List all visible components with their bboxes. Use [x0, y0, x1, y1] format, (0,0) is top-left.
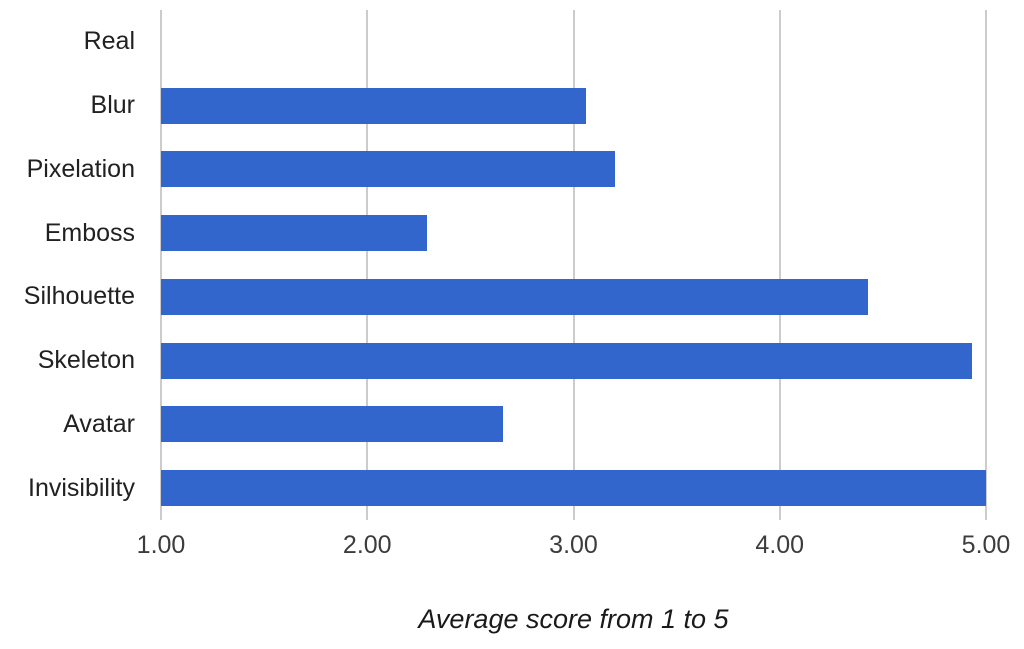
gridline: [778, 10, 781, 520]
x-tick-label: 2.00: [342, 531, 392, 559]
x-tick-label: 4.00: [755, 531, 805, 559]
bar: [161, 470, 986, 507]
bar-row: [161, 138, 986, 202]
category-label: Skeleton: [37, 346, 135, 375]
bar: [161, 87, 586, 124]
x-tick-label: 3.00: [549, 531, 598, 559]
category-label: Real: [83, 27, 135, 56]
category-label: Blur: [90, 91, 135, 120]
bar-row: [161, 329, 986, 393]
x-axis-ticks: 1.00 2.00 3.00 4.00 5.00: [137, 531, 1011, 561]
bar: [161, 151, 615, 188]
bar: [161, 406, 504, 443]
x-tick-label: 5.00: [961, 531, 1011, 559]
bar: [161, 278, 869, 315]
gridline: [160, 10, 162, 520]
bar-row: [161, 74, 986, 138]
gridline: [985, 10, 987, 520]
bar-row: [161, 265, 986, 329]
plot-area: [160, 10, 987, 520]
category-label: Invisibility: [28, 473, 135, 502]
category-label: Emboss: [44, 218, 135, 247]
gridlines: [160, 10, 987, 520]
bar-rows: [161, 10, 986, 520]
bar: [161, 215, 428, 252]
category-axis: Real Blur Pixelation Emboss Silhouette Skelet…: [0, 10, 135, 520]
bar-row: [161, 456, 986, 520]
bar-row: [161, 393, 986, 457]
x-axis-title: Average score from 1 to 5: [418, 604, 729, 634]
bar: [161, 342, 972, 379]
x-tick-label: 1.00: [136, 531, 186, 559]
category-label: Silhouette: [23, 282, 135, 311]
bar-row: [161, 201, 986, 265]
category-label: Avatar: [63, 409, 135, 438]
bar-row: [161, 10, 986, 74]
gridline: [572, 10, 575, 520]
gridline: [366, 10, 369, 520]
category-label: Pixelation: [26, 154, 135, 183]
